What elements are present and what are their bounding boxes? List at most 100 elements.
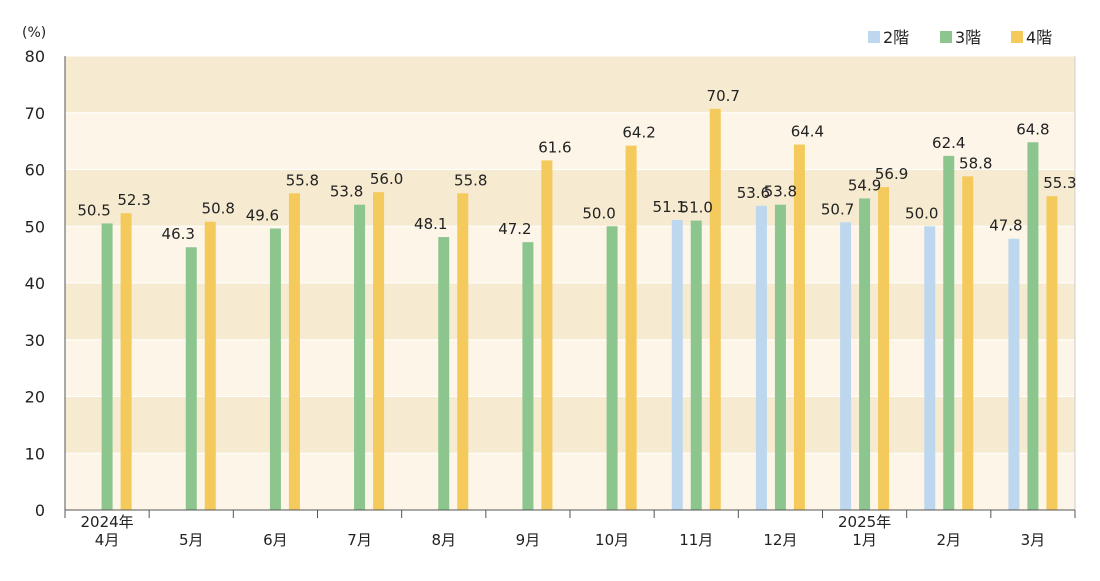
bar-3階-1: [185, 247, 197, 510]
bar-4階-3: [373, 192, 385, 510]
x-month-label: 4月: [95, 531, 120, 549]
x-month-label: 11月: [679, 531, 713, 549]
bar-4階-9: [878, 187, 890, 510]
bar-4階-6: [625, 145, 637, 511]
legend: 2階 3階 4階: [868, 28, 1052, 47]
bar-2階-7: [671, 220, 683, 510]
data-label: 53.6: [737, 184, 770, 202]
y-tick-label: 20: [25, 388, 45, 407]
data-label: 56.9: [875, 165, 908, 183]
legend-label-2階: 2階: [883, 28, 909, 47]
background-band: [65, 169, 1075, 227]
x-month-label: 10月: [595, 531, 629, 549]
x-month-label: 12月: [763, 531, 797, 549]
data-label: 64.4: [791, 123, 824, 141]
data-label: 61.6: [538, 138, 571, 156]
y-tick-label: 10: [25, 444, 45, 463]
x-month-label: 9月: [516, 531, 541, 549]
bar-3階-6: [606, 226, 618, 510]
bar-2階-10: [924, 226, 936, 510]
bar-4階-4: [457, 193, 469, 510]
data-label: 51.0: [680, 199, 713, 217]
data-label: 53.8: [764, 183, 797, 201]
x-month-label: 3月: [1021, 531, 1046, 549]
data-label: 54.9: [848, 176, 881, 194]
bar-3階-11: [1027, 142, 1039, 510]
background-band: [65, 396, 1075, 454]
axes: [64, 56, 1076, 518]
data-labels: 51.1 53.6 50.7 50.0 47.8 50.5 46.3 49.6 53.8 48.1…: [77, 87, 1076, 243]
x-month-label: 5月: [179, 531, 204, 549]
data-label: 64.8: [1016, 120, 1049, 138]
y-tick-label: 60: [25, 161, 45, 180]
y-tick-label: 30: [25, 331, 45, 350]
background-band: [65, 56, 1075, 113]
bar-3階-8: [774, 204, 786, 510]
plot-background-bands: [65, 56, 1075, 510]
y-axis-unit-label: (%): [22, 25, 46, 41]
data-label: 46.3: [162, 225, 195, 243]
bar-3階-7: [690, 220, 702, 510]
bar-4階-10: [962, 176, 974, 510]
y-tick-label: 80: [25, 47, 45, 66]
data-label: 47.2: [498, 220, 531, 238]
background-band: [65, 283, 1075, 340]
data-label: 50.0: [905, 204, 938, 222]
legend-swatch-2階: [868, 31, 880, 43]
y-tick-label: 70: [25, 104, 45, 123]
bar-2階-9: [840, 222, 852, 510]
bar-3階-2: [269, 228, 281, 510]
data-label: 62.4: [932, 134, 965, 152]
x-month-label: 1月: [852, 531, 877, 549]
background-band: [65, 339, 1075, 397]
legend-label-3階: 3階: [955, 28, 981, 47]
bar-3階-5: [522, 242, 534, 510]
background-band: [65, 453, 1075, 510]
data-label: 55.3: [1043, 174, 1076, 192]
data-label: 47.8: [989, 217, 1022, 235]
bar-2階-8: [755, 205, 767, 510]
data-label: 50.7: [821, 200, 854, 218]
x-month-label: 7月: [347, 531, 372, 549]
y-axis-tick-labels: 0 10 20 30 40 50 60 70 80: [25, 47, 45, 520]
y-tick-label: 50: [25, 217, 45, 236]
data-label: 48.1: [414, 215, 447, 233]
bar-3階-10: [943, 155, 955, 510]
data-label: 53.8: [330, 183, 363, 201]
bar-4階-0: [120, 213, 132, 510]
bar-3階-9: [859, 198, 871, 510]
bar-4階-8: [793, 144, 805, 510]
legend-swatch-4階: [1011, 31, 1023, 43]
bar-2階-11: [1008, 238, 1020, 511]
data-label: 55.8: [454, 171, 487, 189]
bar-3階-3: [354, 204, 366, 510]
bar-3階-4: [438, 237, 450, 510]
legend-label-4階: 4階: [1026, 28, 1052, 47]
data-label: 50.0: [582, 204, 615, 222]
bar-4階-11: [1046, 196, 1058, 511]
data-label: 58.8: [959, 154, 992, 172]
data-label: 64.2: [622, 124, 655, 142]
background-band: [65, 226, 1075, 283]
background-band: [65, 112, 1075, 170]
data-label: 56.0: [370, 170, 403, 188]
bar-3階-0: [101, 223, 113, 510]
legend-swatch-3階: [940, 31, 952, 43]
x-year-label: 2025年: [838, 513, 891, 531]
data-label: 70.7: [707, 87, 740, 105]
y-tick-label: 0: [35, 501, 45, 520]
bar-4階-7: [709, 108, 721, 510]
x-month-label: 8月: [431, 531, 456, 549]
y-tick-label: 40: [25, 274, 45, 293]
gridlines: [65, 55, 1075, 454]
bar-4階-5: [541, 160, 553, 511]
x-year-label: 2024年: [80, 513, 133, 531]
data-label: 55.8: [286, 171, 319, 189]
data-label: 49.6: [246, 207, 279, 225]
bar-4階-1: [204, 221, 216, 510]
x-month-label: 2月: [936, 531, 961, 549]
x-month-label: 6月: [263, 531, 288, 549]
bar-4階-2: [288, 193, 300, 510]
